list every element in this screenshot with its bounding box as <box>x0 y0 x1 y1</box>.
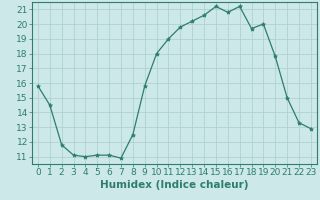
X-axis label: Humidex (Indice chaleur): Humidex (Indice chaleur) <box>100 180 249 190</box>
